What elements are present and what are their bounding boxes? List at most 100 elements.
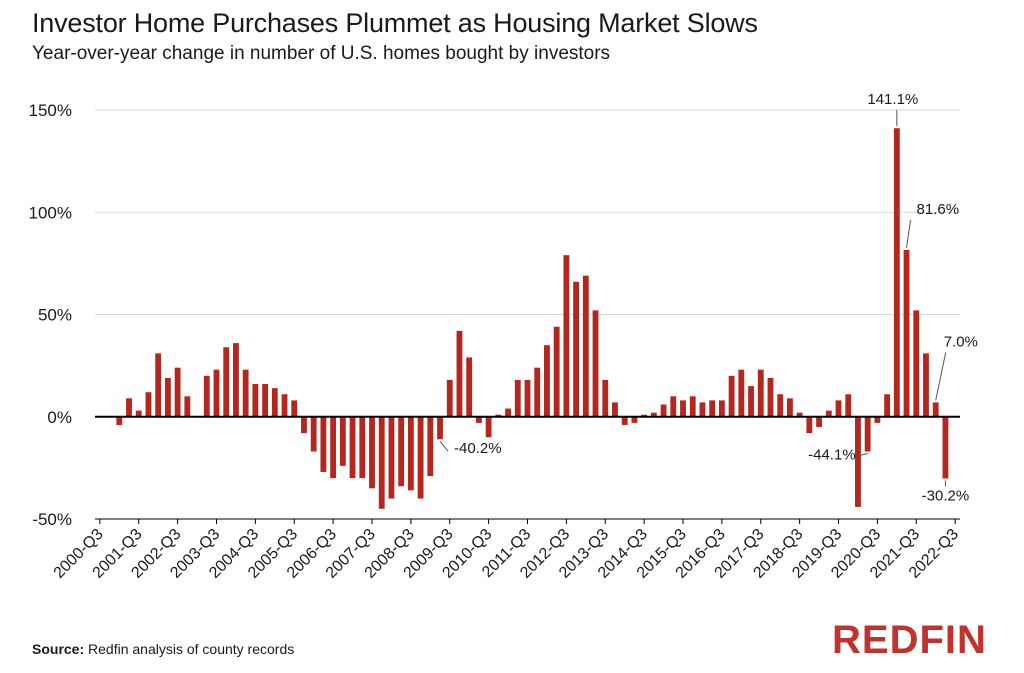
bar (806, 416, 813, 434)
bar (262, 384, 268, 417)
bar (913, 310, 920, 417)
bar (126, 398, 132, 417)
bar (223, 347, 230, 417)
y-tick-label: 0% (47, 408, 72, 427)
bar (563, 255, 570, 417)
bar (475, 416, 482, 423)
y-tick-label: 150% (29, 101, 72, 120)
bar (349, 416, 356, 479)
bar (320, 416, 327, 472)
bar (728, 375, 735, 417)
chart-subtitle: Year-over-year change in number of U.S. … (32, 43, 611, 64)
bar (660, 404, 667, 417)
bar (184, 396, 191, 417)
bar (291, 400, 298, 417)
bar (213, 369, 220, 417)
bar (378, 416, 385, 509)
bar (407, 416, 414, 491)
bar (271, 388, 278, 417)
bar (544, 345, 550, 417)
bar (738, 369, 745, 417)
bar (446, 379, 453, 417)
bar (592, 310, 599, 417)
bar (553, 326, 560, 417)
bar (864, 416, 871, 452)
bar (709, 400, 716, 417)
bar (233, 343, 239, 417)
bar (748, 386, 754, 417)
bar (203, 375, 210, 417)
annotation-leader (935, 352, 947, 401)
bar (680, 400, 686, 417)
bar (330, 416, 337, 479)
bar (359, 416, 366, 479)
bar (174, 367, 181, 417)
bar (301, 416, 307, 434)
bar (787, 398, 793, 417)
bar (718, 400, 725, 417)
bar (923, 353, 929, 417)
bar (835, 400, 842, 417)
bar (466, 357, 473, 417)
annotation-leader (859, 453, 868, 457)
redfin-logo: REDFIN (832, 618, 987, 662)
bar (689, 396, 696, 417)
bar (641, 414, 648, 417)
bar (845, 394, 852, 417)
bar (116, 416, 123, 425)
bar (145, 392, 152, 417)
bar (417, 416, 424, 499)
bar (777, 394, 784, 417)
data-label: 7.0% (944, 333, 978, 350)
bar (534, 367, 541, 417)
bar (825, 410, 832, 417)
data-label: -44.1% (808, 447, 856, 464)
bar (242, 369, 249, 417)
bar (903, 249, 910, 417)
bar (164, 377, 171, 417)
bar (135, 410, 142, 417)
bar (514, 379, 521, 417)
bar (670, 396, 677, 417)
bar (602, 379, 609, 417)
chart-title: Investor Home Purchases Plummet as Housi… (32, 8, 758, 38)
bar (612, 402, 618, 417)
bar (699, 402, 706, 417)
bar (893, 128, 900, 417)
bar (388, 416, 395, 499)
bar (767, 377, 774, 417)
bar (155, 353, 162, 417)
bar (582, 275, 589, 417)
bar (631, 416, 638, 423)
data-label: 81.6% (917, 201, 960, 218)
bar (495, 414, 502, 417)
source-note: Source: Redfin analysis of county record… (32, 641, 294, 657)
bar (252, 384, 259, 417)
bar (437, 416, 443, 440)
bar (884, 394, 891, 417)
y-tick-label: 100% (29, 203, 72, 222)
source-text: Redfin analysis of county records (88, 641, 295, 657)
bar (942, 416, 949, 479)
bar (816, 416, 822, 427)
bar (310, 416, 317, 452)
bar (874, 416, 881, 423)
data-label: 141.1% (867, 91, 918, 108)
bar (369, 416, 375, 489)
bar (427, 416, 434, 477)
bar (796, 412, 803, 417)
annotation-leader (906, 219, 912, 248)
annotation-leader (439, 440, 449, 452)
bar (524, 379, 531, 417)
bar (456, 330, 463, 417)
source-label: Source: (32, 641, 85, 657)
bar (398, 416, 405, 487)
bar (621, 416, 628, 425)
data-label: -30.2% (922, 488, 970, 505)
data-label: -40.2% (454, 440, 502, 457)
bar (573, 281, 580, 417)
bar (339, 416, 346, 466)
bar (757, 369, 764, 417)
bar (505, 408, 511, 417)
